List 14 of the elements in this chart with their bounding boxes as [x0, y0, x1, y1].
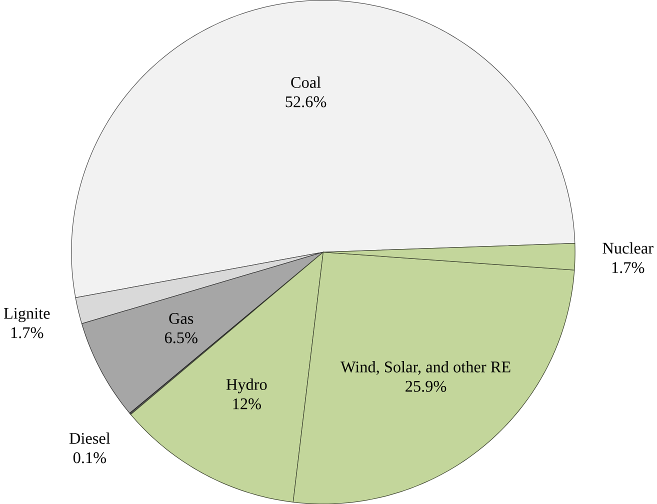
data-label: 52.6% [286, 96, 326, 108]
slice-label: Gas [169, 312, 194, 324]
slice-label: Nuclear [602, 242, 654, 254]
data-label: 12% [233, 398, 261, 410]
slice-label: Lignite [4, 308, 50, 322]
slice-label: Coal [291, 76, 321, 88]
slice-label: Diesel [69, 432, 110, 444]
data-label: 6.5% [164, 332, 198, 344]
data-label: 1.7% [612, 262, 644, 273]
slice-label: Wind, Solar, and other RE [340, 360, 510, 375]
data-label: 1.7% [11, 327, 44, 338]
slice-label: Hydro [226, 378, 267, 394]
data-label: 0.1% [73, 452, 106, 464]
data-label: 25.9% [406, 380, 446, 392]
